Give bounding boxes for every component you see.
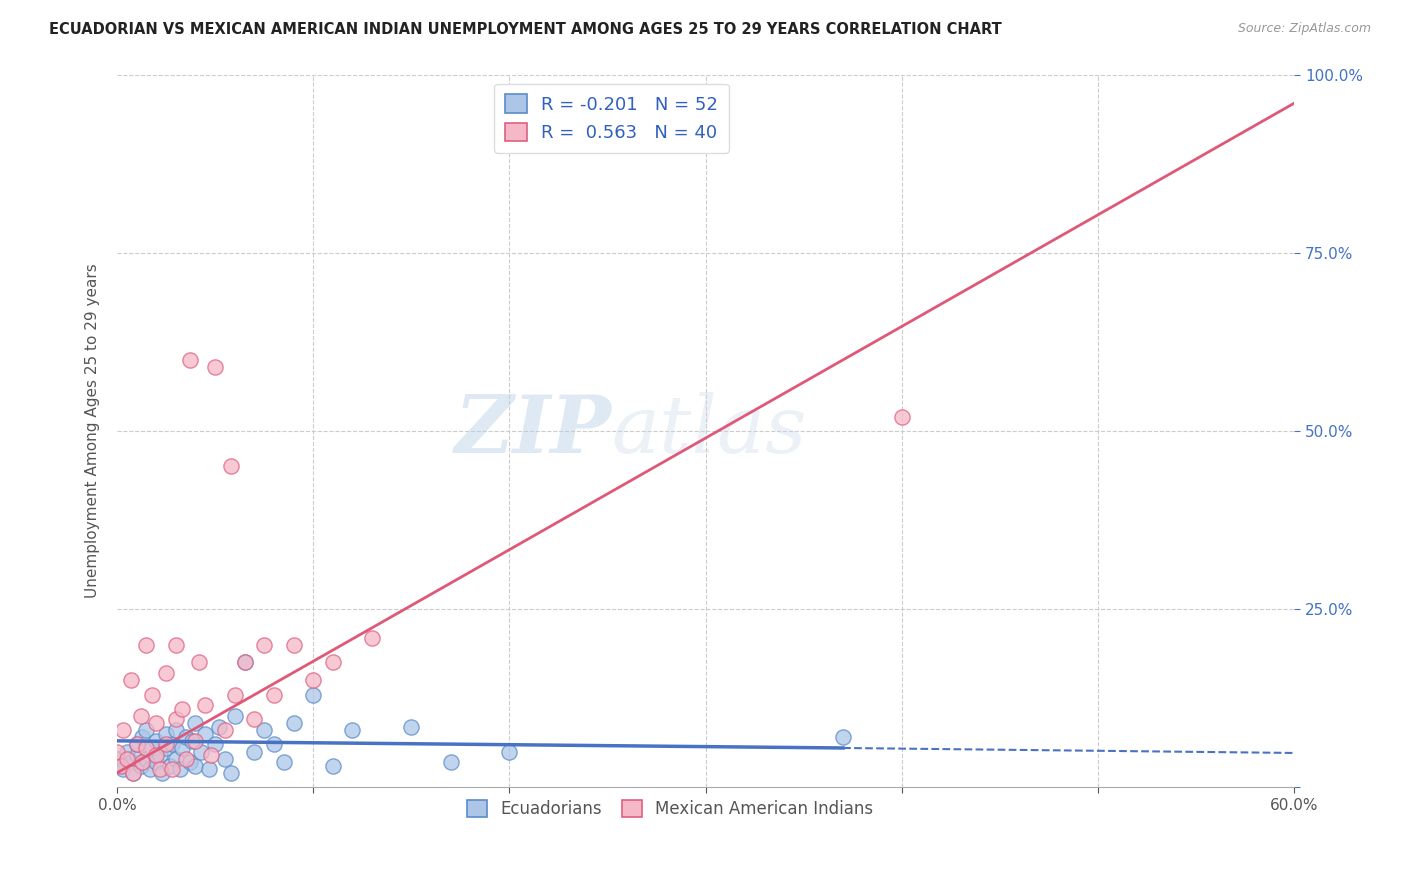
Point <box>322 656 344 670</box>
Point <box>141 688 163 702</box>
Point <box>145 716 167 731</box>
Point <box>243 745 266 759</box>
Point <box>160 763 183 777</box>
Point <box>129 759 152 773</box>
Point <box>165 638 187 652</box>
Point <box>155 727 177 741</box>
Point <box>283 716 305 731</box>
Point <box>105 745 128 759</box>
Point <box>131 756 153 770</box>
Point <box>165 752 187 766</box>
Point <box>105 752 128 766</box>
Point <box>263 738 285 752</box>
Point <box>120 673 142 688</box>
Point <box>174 752 197 766</box>
Point <box>214 723 236 738</box>
Point <box>159 759 181 773</box>
Point <box>200 748 222 763</box>
Point <box>224 709 246 723</box>
Point <box>190 745 212 759</box>
Point <box>155 741 177 756</box>
Point <box>243 713 266 727</box>
Point <box>498 745 520 759</box>
Point <box>170 702 193 716</box>
Point <box>125 738 148 752</box>
Point <box>224 688 246 702</box>
Point <box>145 756 167 770</box>
Y-axis label: Unemployment Among Ages 25 to 29 years: Unemployment Among Ages 25 to 29 years <box>86 263 100 599</box>
Point <box>141 741 163 756</box>
Point <box>832 731 855 745</box>
Point <box>111 763 134 777</box>
Text: ECUADORIAN VS MEXICAN AMERICAN INDIAN UNEMPLOYMENT AMONG AGES 25 TO 29 YEARS COR: ECUADORIAN VS MEXICAN AMERICAN INDIAN UN… <box>49 22 1002 37</box>
Point <box>891 409 914 424</box>
Point <box>115 752 138 766</box>
Point <box>283 638 305 652</box>
Point <box>219 765 242 780</box>
Point <box>253 723 276 738</box>
Point <box>135 723 157 738</box>
Point <box>342 723 364 738</box>
Point <box>110 759 132 773</box>
Point <box>302 688 325 702</box>
Point <box>125 748 148 763</box>
Point <box>198 763 221 777</box>
Point <box>253 638 276 652</box>
Point <box>184 759 207 773</box>
Point <box>131 731 153 745</box>
Point <box>174 731 197 745</box>
Point <box>214 752 236 766</box>
Point <box>194 727 217 741</box>
Point <box>188 656 211 670</box>
Point <box>322 759 344 773</box>
Text: Source: ZipAtlas.com: Source: ZipAtlas.com <box>1237 22 1371 36</box>
Point <box>145 734 167 748</box>
Point <box>169 763 191 777</box>
Point <box>115 745 138 759</box>
Point <box>150 765 173 780</box>
Point <box>165 723 187 738</box>
Point <box>121 765 143 780</box>
Text: ZIP: ZIP <box>454 392 612 469</box>
Point <box>149 763 172 777</box>
Point <box>219 459 242 474</box>
Point <box>179 352 201 367</box>
Point <box>184 734 207 748</box>
Point <box>361 631 384 645</box>
Point <box>194 698 217 713</box>
Point <box>135 638 157 652</box>
Point <box>184 716 207 731</box>
Point <box>273 756 295 770</box>
Point <box>135 752 157 766</box>
Point <box>165 713 187 727</box>
Point <box>204 359 226 374</box>
Point <box>160 738 183 752</box>
Point <box>125 738 148 752</box>
Point <box>135 741 157 756</box>
Point <box>139 763 162 777</box>
Point <box>208 720 231 734</box>
Text: atlas: atlas <box>612 392 807 469</box>
Point <box>180 734 202 748</box>
Point <box>263 688 285 702</box>
Point <box>145 748 167 763</box>
Point <box>121 765 143 780</box>
Point <box>149 748 172 763</box>
Point <box>111 723 134 738</box>
Point <box>170 741 193 756</box>
Point <box>120 756 142 770</box>
Point <box>155 738 177 752</box>
Point <box>204 738 226 752</box>
Point <box>179 756 201 770</box>
Legend: Ecuadorians, Mexican American Indians: Ecuadorians, Mexican American Indians <box>461 794 880 825</box>
Point <box>233 656 256 670</box>
Point <box>110 759 132 773</box>
Point <box>129 709 152 723</box>
Point <box>302 673 325 688</box>
Point <box>439 756 461 770</box>
Point <box>401 720 423 734</box>
Point <box>233 656 256 670</box>
Point <box>155 666 177 681</box>
